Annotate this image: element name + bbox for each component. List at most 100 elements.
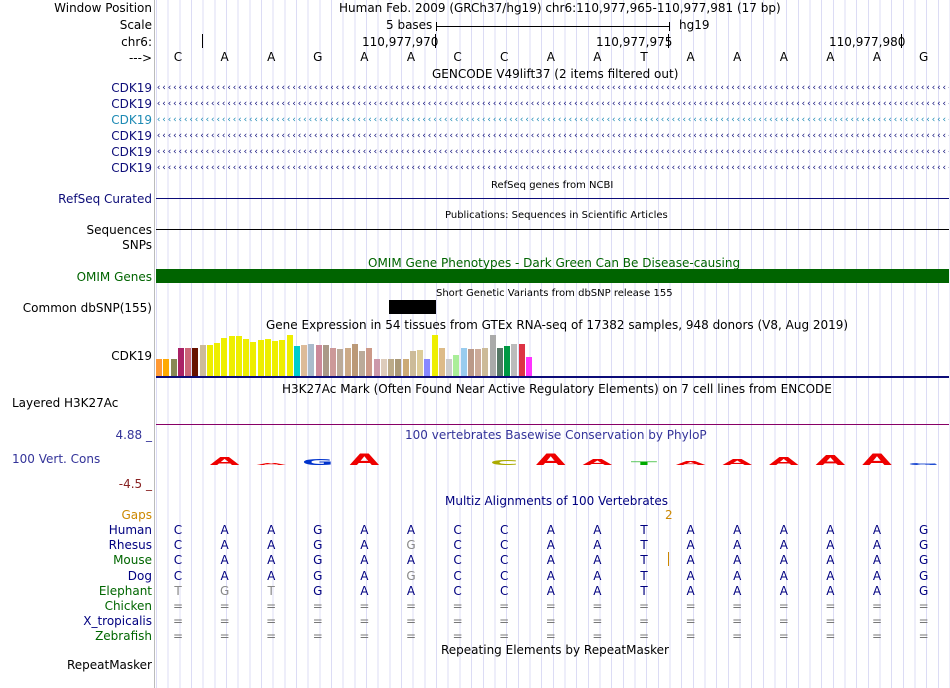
gtex-tissue-bar[interactable] [301, 345, 307, 376]
omim-track-title[interactable]: OMIM Gene Phenotypes - Dark Green Can Be… [368, 256, 741, 270]
gtex-tissue-bar[interactable] [272, 341, 278, 376]
gtex-tissue-bar[interactable] [351, 344, 358, 376]
repeatmasker-label[interactable]: RepeatMasker [66, 658, 152, 672]
gencode-transcript-label[interactable]: CDK19 [111, 161, 152, 175]
gencode-transcript-strand[interactable]: ‹‹‹‹‹‹‹‹‹‹‹‹‹‹‹‹‹‹‹‹‹‹‹‹‹‹‹‹‹‹‹‹‹‹‹‹‹‹‹‹… [156, 100, 949, 108]
phylop-base-mark[interactable]: A [583, 458, 613, 468]
phylop-base-mark[interactable]: G [302, 458, 334, 468]
phylop-base-mark[interactable]: A [676, 460, 707, 466]
species-label[interactable]: Human [108, 523, 152, 537]
phylop-base-mark[interactable]: A [816, 452, 847, 468]
gencode-transcript-strand[interactable]: ‹‹‹‹‹‹‹‹‹‹‹‹‹‹‹‹‹‹‹‹‹‹‹‹‹‹‹‹‹‹‹‹‹‹‹‹‹‹‹‹… [156, 132, 949, 140]
gencode-transcript-label[interactable]: CDK19 [111, 129, 152, 143]
gaps-label[interactable]: Gaps [121, 508, 152, 522]
gencode-transcript-strand[interactable]: ‹‹‹‹‹‹‹‹‹‹‹‹‹‹‹‹‹‹‹‹‹‹‹‹‹‹‹‹‹‹‹‹‹‹‹‹‹‹‹‹… [156, 116, 949, 124]
species-label[interactable]: Elephant [98, 583, 152, 598]
refseq-label[interactable]: RefSeq Curated [58, 192, 152, 206]
species-label[interactable]: Rhesus [108, 538, 152, 553]
gtex-tissue-bar[interactable] [185, 348, 191, 376]
gap-count[interactable]: 2 [665, 508, 673, 522]
gtex-tissue-bar[interactable] [388, 359, 394, 376]
gtex-tissue-bar[interactable] [482, 348, 489, 376]
gtex-tissue-bar[interactable] [380, 359, 387, 376]
gtex-tissue-bar[interactable] [250, 342, 257, 376]
species-label[interactable]: Mouse [113, 553, 152, 568]
gencode-track-title[interactable]: GENCODE V49lift37 (2 items filtered out) [432, 67, 679, 81]
gtex-label[interactable]: CDK19 [111, 349, 152, 363]
gtex-tissue-bar[interactable] [438, 348, 445, 376]
gtex-tissue-bar[interactable] [489, 335, 496, 376]
gtex-tissue-bar[interactable] [431, 335, 438, 376]
refseq-track-title[interactable]: RefSeq genes from NCBI [491, 180, 614, 191]
gencode-transcript-strand[interactable]: ‹‹‹‹‹‹‹‹‹‹‹‹‹‹‹‹‹‹‹‹‹‹‹‹‹‹‹‹‹‹‹‹‹‹‹‹‹‹‹‹… [156, 84, 949, 92]
gtex-tissue-bar[interactable] [308, 344, 315, 376]
species-label[interactable]: Zebrafish [95, 629, 152, 644]
phylop-base-mark[interactable]: A [256, 463, 286, 466]
omim-label[interactable]: OMIM Genes [76, 270, 152, 284]
phylop-base-mark[interactable]: A [722, 458, 752, 468]
h3k27ac-line[interactable] [156, 424, 949, 425]
gtex-track-title[interactable]: Gene Expression in 54 tissues from GTEx … [266, 318, 849, 332]
phylop-base-mark[interactable]: C [490, 459, 518, 467]
gencode-transcript-label[interactable]: CDK19 [111, 97, 152, 111]
gtex-bar-chart[interactable] [156, 331, 536, 376]
species-label[interactable]: X_tropicalis [83, 614, 152, 629]
gtex-tissue-bar[interactable] [199, 345, 206, 376]
gtex-tissue-bar[interactable] [467, 349, 474, 376]
gtex-tissue-bar[interactable] [525, 357, 532, 376]
gtex-tissue-bar[interactable] [344, 348, 351, 376]
species-alignment-row[interactable]: = = = = = = = = = = = = = = = = = [0, 599, 950, 613]
gap-marker[interactable] [668, 552, 669, 566]
repeatmasker-track-title[interactable]: Repeating Elements by RepeatMasker [441, 643, 669, 657]
phylop-base-mark[interactable]: G [908, 463, 940, 466]
gtex-tissue-bar[interactable] [279, 340, 286, 376]
publications-track-title[interactable]: Publications: Sequences in Scientific Ar… [445, 210, 668, 221]
gtex-tissue-bar[interactable] [460, 348, 467, 376]
gtex-tissue-bar[interactable] [228, 336, 235, 376]
omim-bar[interactable] [156, 269, 949, 283]
gencode-transcript-strand[interactable]: ‹‹‹‹‹‹‹‹‹‹‹‹‹‹‹‹‹‹‹‹‹‹‹‹‹‹‹‹‹‹‹‹‹‹‹‹‹‹‹‹… [156, 164, 949, 172]
gtex-tissue-bar[interactable] [359, 351, 365, 376]
assembly-position[interactable]: Human Feb. 2009 (GRCh37/hg19) chr6:110,9… [339, 1, 781, 15]
gtex-tissue-bar[interactable] [286, 335, 293, 376]
gencode-transcript-strand[interactable]: ‹‹‹‹‹‹‹‹‹‹‹‹‹‹‹‹‹‹‹‹‹‹‹‹‹‹‹‹‹‹‹‹‹‹‹‹‹‹‹‹… [156, 148, 949, 156]
species-alignment-row[interactable]: = = = = = = = = = = = = = = = = = [0, 614, 950, 628]
gtex-tissue-bar[interactable] [257, 340, 264, 376]
gtex-tissue-bar[interactable] [453, 355, 460, 376]
phylop-label[interactable]: 100 Vert. Cons [12, 452, 101, 466]
gtex-tissue-bar[interactable] [177, 348, 184, 376]
sequences-label[interactable]: Sequences [86, 223, 152, 237]
gtex-tissue-bar[interactable] [214, 343, 220, 376]
phylop-base-mark[interactable]: A [536, 450, 566, 468]
gtex-tissue-bar[interactable] [192, 348, 199, 376]
phylop-base-mark[interactable]: A [769, 455, 799, 467]
gtex-tissue-bar[interactable] [409, 351, 416, 376]
gtex-tissue-bar[interactable] [511, 344, 518, 376]
species-alignment-row[interactable]: = = = = = = = = = = = = = = = = = [0, 629, 950, 643]
gtex-tissue-bar[interactable] [156, 359, 162, 376]
snps-label[interactable]: SNPs [122, 238, 152, 252]
gtex-tissue-bar[interactable] [264, 339, 271, 376]
gtex-tissue-bar[interactable] [504, 346, 510, 376]
gtex-tissue-bar[interactable] [243, 339, 249, 376]
publications-line[interactable] [156, 229, 949, 230]
refseq-gene-line[interactable] [156, 198, 949, 199]
gencode-transcript-label[interactable]: CDK19 [111, 113, 152, 127]
gtex-tissue-bar[interactable] [424, 359, 431, 376]
phylop-track-title[interactable]: 100 vertebrates Basewise Conservation by… [405, 428, 707, 442]
gtex-tissue-bar[interactable] [315, 345, 322, 376]
h3k27ac-track-title[interactable]: H3K27Ac Mark (Often Found Near Active Re… [282, 382, 832, 396]
gtex-tissue-bar[interactable] [402, 359, 409, 376]
gtex-tissue-bar[interactable] [293, 346, 300, 376]
gtex-tissue-bar[interactable] [337, 349, 344, 376]
gtex-tissue-bar[interactable] [496, 348, 503, 376]
gtex-tissue-bar[interactable] [373, 359, 380, 376]
gtex-tissue-bar[interactable] [170, 359, 177, 376]
phylop-base-mark[interactable]: A [350, 450, 380, 468]
gtex-tissue-bar[interactable] [475, 349, 481, 376]
dbsnp-track-title[interactable]: Short Genetic Variants from dbSNP releas… [436, 288, 673, 299]
